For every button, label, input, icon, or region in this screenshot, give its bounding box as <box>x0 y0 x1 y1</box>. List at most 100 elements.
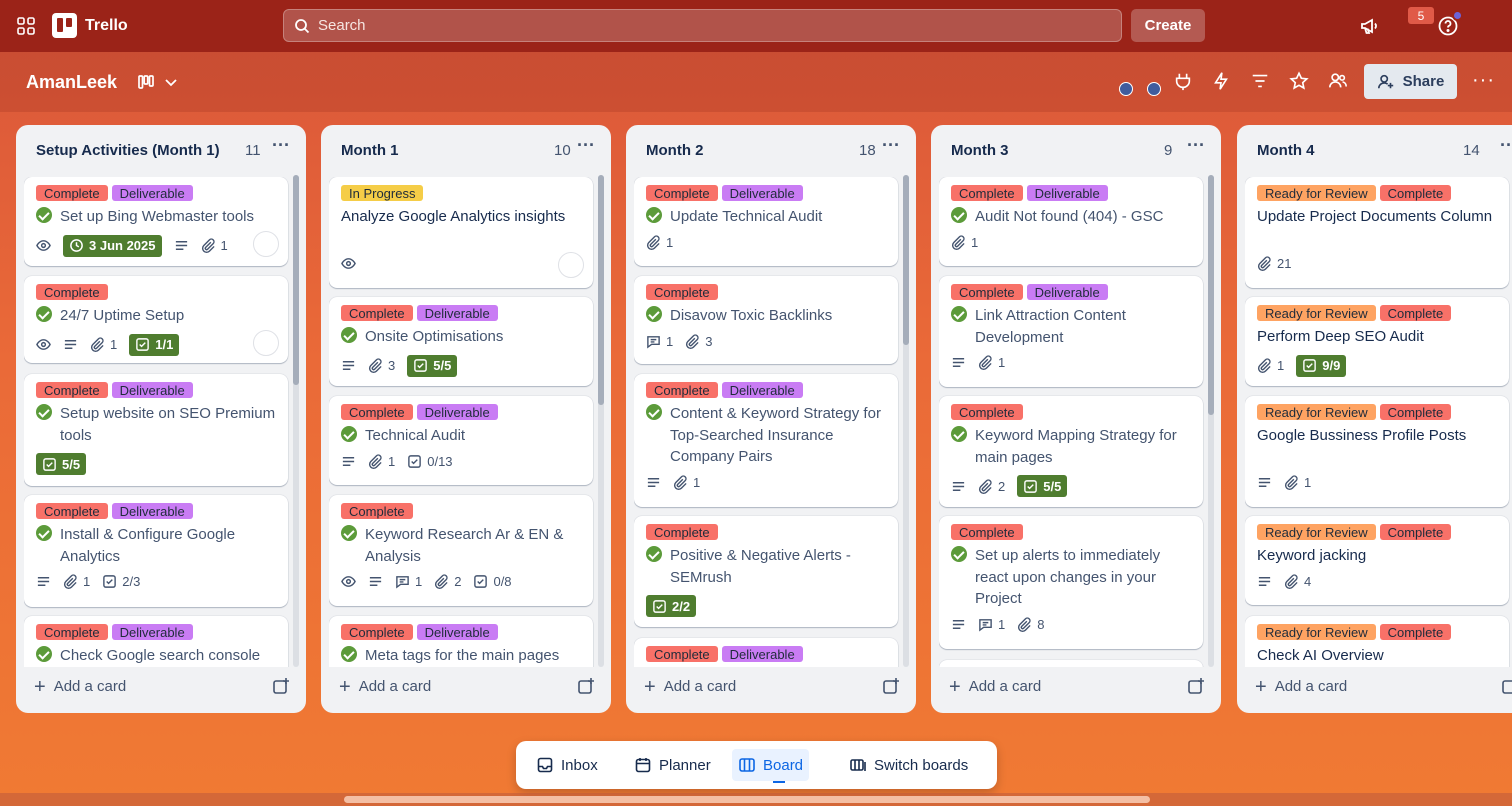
dock-inbox-button[interactable]: Inbox <box>530 749 604 781</box>
card-label-complete[interactable]: Complete <box>36 185 108 201</box>
list-scrollbar[interactable] <box>598 175 604 667</box>
card-label-deliverable[interactable]: Deliverable <box>111 185 193 201</box>
add-card-button[interactable]: + Add a card <box>644 677 736 697</box>
complete-check-icon[interactable] <box>646 207 662 223</box>
board-title[interactable]: AmanLeek <box>26 72 118 92</box>
card-label-complete[interactable]: Complete <box>36 503 108 519</box>
card[interactable]: Complete Deliverable Update Technical Audi… <box>634 177 898 266</box>
complete-check-icon[interactable] <box>36 646 52 662</box>
complete-check-icon[interactable] <box>951 306 967 322</box>
member-avatar-placeholder[interactable] <box>253 230 279 257</box>
card[interactable]: Complete Deliverable Technical Audit 1 0/13 <box>329 396 593 485</box>
card-label-review[interactable]: Ready for Review <box>1257 305 1376 321</box>
complete-check-icon[interactable] <box>36 525 52 541</box>
card-label-complete[interactable]: Complete <box>951 524 1023 540</box>
complete-check-icon[interactable] <box>341 327 357 343</box>
search-input[interactable] <box>318 17 1098 34</box>
complete-check-icon[interactable] <box>951 207 967 223</box>
card-label-complete[interactable]: Complete <box>951 185 1023 201</box>
list-scrollbar-thumb[interactable] <box>293 175 299 385</box>
card-label-complete[interactable]: Complete <box>646 284 718 300</box>
card-label-complete[interactable]: Complete <box>36 624 108 640</box>
card[interactable]: Ready for Review Complete Update Project D… <box>1245 177 1509 288</box>
complete-check-icon[interactable] <box>341 426 357 442</box>
card[interactable]: Complete Set up alerts to immediately rea… <box>939 516 1203 649</box>
list-title[interactable]: Month 1 <box>341 142 399 159</box>
card-label-deliverable[interactable]: Deliverable <box>416 404 498 420</box>
card-label-deliverable[interactable]: Deliverable <box>721 382 803 398</box>
list-scrollbar[interactable] <box>1208 175 1214 667</box>
list-more-icon[interactable]: ··· <box>272 135 290 155</box>
trello-logo[interactable]: Trello <box>52 13 128 38</box>
add-card-button[interactable]: + Add a card <box>339 677 431 697</box>
card-label-progress[interactable]: In Progress <box>341 185 424 201</box>
list-title[interactable]: Setup Activities (Month 1) <box>36 142 220 159</box>
card[interactable]: Ready for Review Complete Keyword jacking 4 <box>1245 516 1509 605</box>
card-label-complete[interactable]: Complete <box>951 284 1023 300</box>
card[interactable]: Ready for Review Complete Google Bussiness… <box>1245 396 1509 507</box>
card[interactable]: Complete Keyword Research Ar & EN & Analy… <box>329 495 593 606</box>
share-button[interactable]: Share <box>1364 64 1457 99</box>
members-icon[interactable] <box>1328 71 1350 93</box>
add-card-button[interactable]: + Add a card <box>949 677 1041 697</box>
card-template-icon[interactable] <box>882 677 900 695</box>
card[interactable]: Complete Deliverable Onsite Optimisations 3… <box>329 297 593 386</box>
card[interactable]: In Progress Analyze Google Analytics insi… <box>329 177 593 288</box>
card-label-complete[interactable]: Complete <box>36 382 108 398</box>
complete-check-icon[interactable] <box>36 207 52 223</box>
create-button[interactable]: Create <box>1131 9 1205 42</box>
complete-check-icon[interactable] <box>951 546 967 562</box>
card[interactable] <box>939 660 1203 667</box>
complete-check-icon[interactable] <box>341 525 357 541</box>
card-label-complete[interactable]: Complete <box>1379 305 1452 321</box>
card[interactable]: Complete 24/7 Uptime Setup 1 1/1 <box>24 276 288 363</box>
star-icon[interactable] <box>1289 71 1311 93</box>
card-label-deliverable[interactable]: Deliverable <box>721 646 803 662</box>
list-title[interactable]: Month 3 <box>951 142 1009 159</box>
search-bar[interactable] <box>283 9 1122 42</box>
card[interactable]: Complete Deliverable Meta tags for the mai… <box>329 616 593 667</box>
megaphone-icon[interactable] <box>1359 15 1381 37</box>
card-label-complete[interactable]: Complete <box>951 404 1023 420</box>
add-card-button[interactable]: + Add a card <box>1255 677 1347 697</box>
card-label-deliverable[interactable]: Deliverable <box>1026 185 1108 201</box>
card-label-deliverable[interactable]: Deliverable <box>416 305 498 321</box>
card-label-complete[interactable]: Complete <box>646 524 718 540</box>
card[interactable]: Complete Deliverable <box>634 638 898 667</box>
card-label-deliverable[interactable]: Deliverable <box>416 624 498 640</box>
card-label-complete[interactable]: Complete <box>341 404 413 420</box>
complete-check-icon[interactable] <box>341 646 357 662</box>
member-avatar-placeholder[interactable] <box>253 329 279 356</box>
due-date-badge[interactable]: 3 Jun 2025 <box>63 234 162 257</box>
card-label-complete[interactable]: Complete <box>646 382 718 398</box>
complete-check-icon[interactable] <box>951 426 967 442</box>
card-label-complete[interactable]: Complete <box>646 646 718 662</box>
card[interactable]: Complete Deliverable Install & Configure G… <box>24 495 288 607</box>
card-label-complete[interactable]: Complete <box>646 185 718 201</box>
horizontal-scrollbar[interactable] <box>0 793 1512 806</box>
notification-count-badge[interactable]: 5 <box>1408 7 1434 24</box>
automation-icon[interactable] <box>1211 71 1233 93</box>
complete-check-icon[interactable] <box>36 306 52 322</box>
card[interactable]: Ready for Review Complete Perform Deep SEO… <box>1245 297 1509 386</box>
card-label-deliverable[interactable]: Deliverable <box>1026 284 1108 300</box>
list-more-icon[interactable]: ··· <box>1500 135 1512 155</box>
card-label-review[interactable]: Ready for Review <box>1257 185 1376 201</box>
list-scrollbar[interactable] <box>903 175 909 667</box>
card-template-icon[interactable] <box>577 677 595 695</box>
card-label-review[interactable]: Ready for Review <box>1257 624 1376 640</box>
card-template-icon[interactable] <box>1501 677 1512 695</box>
card[interactable]: Complete Positive & Negative Alerts - SEM… <box>634 516 898 627</box>
list-scrollbar-thumb[interactable] <box>1208 175 1214 415</box>
list-scrollbar-thumb[interactable] <box>903 175 909 345</box>
card-label-deliverable[interactable]: Deliverable <box>721 185 803 201</box>
power-up-icon[interactable] <box>1173 71 1195 93</box>
card[interactable]: Complete Deliverable Setup website on SEO … <box>24 374 288 486</box>
list-scrollbar-thumb[interactable] <box>598 175 604 405</box>
card[interactable]: Complete Deliverable Check Google search c… <box>24 616 288 667</box>
list-scrollbar[interactable] <box>293 175 299 667</box>
card-label-complete[interactable]: Complete <box>1379 524 1452 540</box>
card-template-icon[interactable] <box>1187 677 1205 695</box>
board-view-switcher[interactable] <box>137 73 179 91</box>
card-label-deliverable[interactable]: Deliverable <box>111 624 193 640</box>
